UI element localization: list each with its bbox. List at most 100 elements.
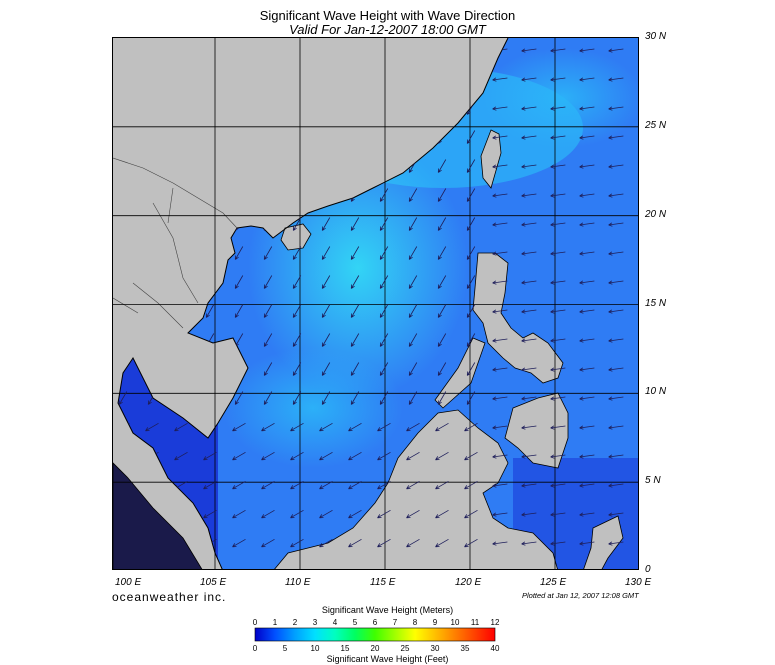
longitude-label: 120 E	[455, 577, 482, 588]
wave-direction-arrow	[147, 275, 157, 289]
wave-direction-arrow	[492, 396, 508, 401]
longitude-label: 110 E	[285, 577, 311, 588]
wave-direction-arrow	[408, 333, 418, 347]
wave-direction-arrow	[261, 451, 275, 461]
wave-direction-arrow	[408, 72, 418, 86]
wave-direction-arrow	[263, 333, 273, 347]
wave-direction-arrow	[118, 217, 128, 231]
wave-direction-arrow	[521, 454, 537, 459]
land-luzon	[472, 252, 564, 384]
legend-meters-title: Significant Wave Height (Meters)	[321, 605, 454, 615]
wave-direction-arrow	[437, 188, 447, 202]
wave-direction-arrow	[118, 422, 130, 432]
wave-direction-arrow	[377, 451, 391, 461]
wave-direction-arrow	[437, 159, 447, 173]
legend-feet-ticks: 0 5 10 15 20 25 30 35 40	[253, 644, 500, 653]
wave-direction-arrow	[521, 106, 537, 111]
legend-feet-tick: 5	[283, 644, 288, 653]
wave-direction-arrow	[437, 72, 447, 86]
wave-direction-arrow	[350, 333, 360, 347]
wave-direction-arrow	[550, 512, 566, 517]
legend-meters-tick: 7	[393, 618, 398, 627]
longitude-label: 100 E	[115, 577, 142, 588]
wave-direction-arrow	[176, 217, 186, 231]
wave-direction-arrow	[205, 72, 215, 86]
wave-direction-arrow	[608, 541, 624, 546]
legend-feet-tick: 0	[253, 644, 258, 653]
wave-direction-arrow	[521, 280, 537, 285]
wave-direction-arrow	[292, 333, 302, 347]
wave-direction-arrow	[408, 101, 418, 115]
longitude-label: 125 E	[540, 577, 567, 588]
wave-direction-arrow	[579, 483, 595, 488]
wave-direction-arrow	[350, 72, 360, 86]
wave-direction-arrow	[319, 451, 333, 461]
wave-direction-arrow	[118, 333, 128, 347]
sea-area	[118, 38, 638, 569]
wave-direction-arrow	[350, 159, 360, 173]
wave-direction-arrow	[437, 246, 447, 260]
wave-direction-arrow	[176, 43, 186, 57]
wave-direction-arrow	[492, 106, 508, 111]
wave-direction-arrow	[579, 164, 595, 169]
wave-direction-arrow	[550, 193, 566, 198]
plotted-timestamp: Plotted at Jan 12, 2007 12:08 GMT	[522, 591, 639, 600]
wave-direction-arrow	[492, 425, 508, 430]
wave-direction-arrow	[350, 275, 360, 289]
wave-direction-arrow	[203, 451, 217, 461]
wave-direction-arrow	[521, 512, 537, 517]
wave-direction-arrow	[435, 451, 449, 461]
wave-direction-arrow	[321, 304, 331, 318]
wave-direction-arrow	[321, 159, 331, 173]
wave-direction-arrow	[290, 451, 304, 461]
legend-meters-tick: 2	[293, 618, 298, 627]
wave-direction-arrow	[263, 275, 273, 289]
wave-direction-arrow	[579, 77, 595, 82]
wave-direction-arrow	[579, 193, 595, 198]
legend-feet-tick: 10	[311, 644, 320, 653]
wave-direction-arrow	[579, 367, 595, 372]
wave-direction-arrow	[492, 222, 508, 227]
wave-direction-arrow	[521, 425, 537, 430]
wave-direction-arrow	[466, 275, 476, 289]
wave-direction-arrow	[118, 130, 128, 144]
wave-direction-arrow	[205, 246, 215, 260]
wave-direction-arrow	[350, 246, 360, 260]
wave-direction-arrow	[466, 43, 476, 57]
wave-direction-arrow	[550, 77, 566, 82]
wave-direction-arrow	[290, 509, 304, 519]
wave-direction-arrow	[176, 304, 186, 318]
map-subtitle: Valid For Jan-12-2007 18:00 GMT	[289, 22, 486, 37]
wave-direction-arrow	[261, 509, 275, 519]
wave-direction-arrow	[118, 101, 128, 115]
latitude-label: 10 N	[645, 386, 667, 398]
legend-meters-tick: 10	[451, 618, 460, 627]
wave-direction-arrow	[608, 106, 624, 111]
wave-direction-arrow	[234, 246, 244, 260]
wave-direction-arrow	[492, 483, 508, 488]
map-title: Significant Wave Height with Wave Direct…	[259, 8, 516, 23]
legend-feet-tick: 15	[341, 644, 350, 653]
wave-direction-arrow	[437, 275, 447, 289]
wave-direction-arrow	[147, 72, 157, 86]
legend-feet-tick: 20	[371, 644, 380, 653]
wave-direction-arrow	[377, 422, 391, 432]
wave-direction-arrow	[408, 246, 418, 260]
wave-direction-arrow	[579, 425, 595, 430]
wave-direction-arrow	[176, 362, 186, 376]
wave-direction-arrow	[492, 77, 508, 82]
wave-direction-arrow	[408, 130, 418, 144]
wave-direction-arrow	[579, 222, 595, 227]
wave-direction-arrow	[579, 48, 595, 53]
wave-direction-arrow	[608, 280, 624, 285]
wave-direction-arrow	[232, 480, 246, 490]
wave-direction-arrow	[205, 275, 215, 289]
wave-direction-arrow	[118, 391, 128, 405]
wave-direction-arrow	[379, 72, 389, 86]
wave-direction-arrow	[321, 275, 331, 289]
wave-direction-arrow	[550, 309, 566, 314]
land-borneo	[274, 409, 558, 569]
wave-direction-arrow	[466, 246, 476, 260]
color-legend: 0 1 2 3 4 5 6 7 8 9 10 11 12 0 5 10 15 20 25 30 35 40	[253, 618, 500, 653]
wave-direction-arrow	[466, 72, 476, 86]
